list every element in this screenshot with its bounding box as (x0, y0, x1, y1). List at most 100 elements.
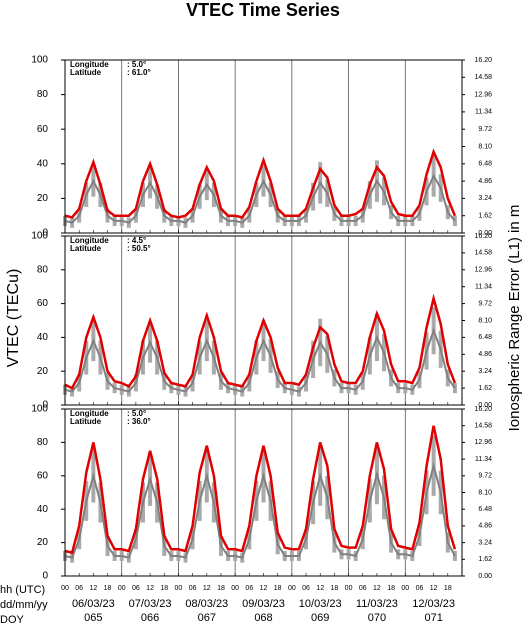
date-label: 12/03/23 (412, 598, 455, 610)
mean-line (64, 461, 456, 559)
x-tick-label: 12 (373, 585, 381, 592)
y-tick-label: 100 (31, 55, 48, 66)
x-tick-label: 06 (359, 585, 367, 592)
y2-tick-label: 0.00 (478, 230, 492, 237)
x-tick-label: 12 (89, 585, 97, 592)
info-label: Latitude (70, 244, 102, 253)
y-tick-label: 0 (42, 571, 48, 582)
y-tick-label: 40 (37, 504, 49, 515)
mean-line (64, 327, 456, 393)
x-tick-label: 18 (330, 585, 338, 592)
x-axis-label: hh (UTC) (0, 584, 45, 596)
date-label: 06/03/23 (72, 598, 115, 610)
y-tick-label: 100 (31, 231, 48, 242)
x-tick-label: 18 (104, 585, 112, 592)
x-axis-label: dd/mm/yy (0, 599, 48, 611)
doy-label: 065 (84, 612, 102, 623)
y2-tick-label: 11.34 (475, 284, 492, 291)
x-tick-label: 06 (189, 585, 197, 592)
x-tick-label: 00 (288, 585, 296, 592)
x-tick-label: 18 (160, 585, 168, 592)
date-label: 07/03/23 (129, 598, 172, 610)
chart-title: VTEC Time Series (186, 0, 340, 20)
y-axis-label: VTEC (TECu) (5, 269, 22, 368)
y-tick-label: 0 (42, 400, 48, 411)
doy-label: 069 (311, 612, 329, 623)
y2-tick-label: 6.48 (478, 506, 492, 513)
y2-tick-label: 3.24 (478, 539, 492, 546)
x-tick-label: 06 (416, 585, 424, 592)
vtec-line (64, 425, 457, 555)
x-tick-label: 18 (217, 585, 225, 592)
y2-tick-label: 9.72 (478, 473, 492, 480)
y2-tick-label: 8.10 (478, 317, 492, 324)
y2-tick-label: 14.58 (474, 250, 492, 257)
y-tick-label: 60 (37, 470, 49, 481)
y-tick-label: 20 (37, 193, 49, 204)
x-tick-label: 18 (444, 585, 452, 592)
date-label: 09/03/23 (242, 598, 285, 610)
y2-tick-label: 4.86 (478, 523, 492, 530)
info-value: : 36.0° (127, 417, 151, 426)
y2-tick-label: 12.96 (474, 267, 492, 274)
y-tick-label: 40 (37, 332, 49, 343)
x-tick-label: 12 (203, 585, 211, 592)
y2-tick-label: 1.62 (478, 213, 492, 220)
vtec-line (64, 293, 457, 390)
x-tick-label: 00 (61, 585, 69, 592)
y2-tick-label: 1.62 (478, 385, 492, 392)
info-label: Longitude (70, 409, 109, 418)
y2-tick-label: 11.34 (475, 109, 492, 116)
y-tick-label: 20 (37, 537, 49, 548)
info-value: : 50.5° (127, 244, 151, 253)
date-label: 10/03/23 (299, 598, 342, 610)
y2-tick-label: 8.10 (478, 489, 492, 496)
info-label: Latitude (70, 417, 102, 426)
info-value: : 5.0° (127, 60, 146, 69)
info-label: Longitude (70, 60, 109, 69)
y2-tick-label: 16.20 (474, 233, 492, 240)
x-tick-label: 18 (274, 585, 282, 592)
x-axis-label: DOY (0, 614, 25, 623)
doy-label: 070 (368, 612, 386, 623)
y2-tick-label: 12.96 (474, 439, 492, 446)
y2-axis-label: Ionospheric Range Error (L1) in m (506, 205, 523, 432)
y2-tick-label: 16.20 (474, 57, 492, 64)
x-tick-label: 06 (245, 585, 253, 592)
info-value: : 5.0° (127, 409, 146, 418)
x-tick-label: 12 (316, 585, 324, 592)
y-tick-label: 60 (37, 124, 49, 135)
y2-tick-label: 0.00 (478, 573, 492, 580)
x-tick-label: 18 (387, 585, 395, 592)
y2-tick-label: 8.10 (478, 143, 492, 150)
x-tick-label: 00 (118, 585, 126, 592)
x-tick-label: 12 (430, 585, 438, 592)
doy-label: 067 (198, 612, 216, 623)
y-tick-label: 100 (31, 404, 48, 415)
date-label: 08/03/23 (185, 598, 228, 610)
info-label: Latitude (70, 68, 102, 77)
y-tick-label: 80 (37, 89, 49, 100)
x-tick-label: 12 (146, 585, 154, 592)
y2-tick-label: 0.00 (478, 402, 492, 409)
y2-tick-label: 14.58 (474, 74, 492, 81)
y2-tick-label: 9.72 (478, 300, 492, 307)
y-tick-label: 40 (37, 158, 49, 169)
y2-tick-label: 6.48 (478, 161, 492, 168)
info-value: : 4.5° (127, 236, 146, 245)
y-tick-label: 80 (37, 264, 49, 275)
y2-tick-label: 3.24 (478, 368, 492, 375)
info-value: : 61.0° (127, 68, 151, 77)
y2-tick-label: 16.20 (474, 406, 492, 413)
y2-tick-label: 4.86 (478, 351, 492, 358)
y2-tick-label: 9.72 (478, 126, 492, 133)
y-tick-label: 20 (37, 366, 49, 377)
y2-tick-label: 3.24 (478, 195, 492, 202)
x-tick-label: 06 (132, 585, 140, 592)
y2-tick-label: 12.96 (474, 91, 492, 98)
y2-tick-label: 6.48 (478, 334, 492, 341)
y-tick-label: 0 (42, 228, 48, 239)
x-tick-label: 12 (260, 585, 268, 592)
y-tick-label: 60 (37, 298, 49, 309)
